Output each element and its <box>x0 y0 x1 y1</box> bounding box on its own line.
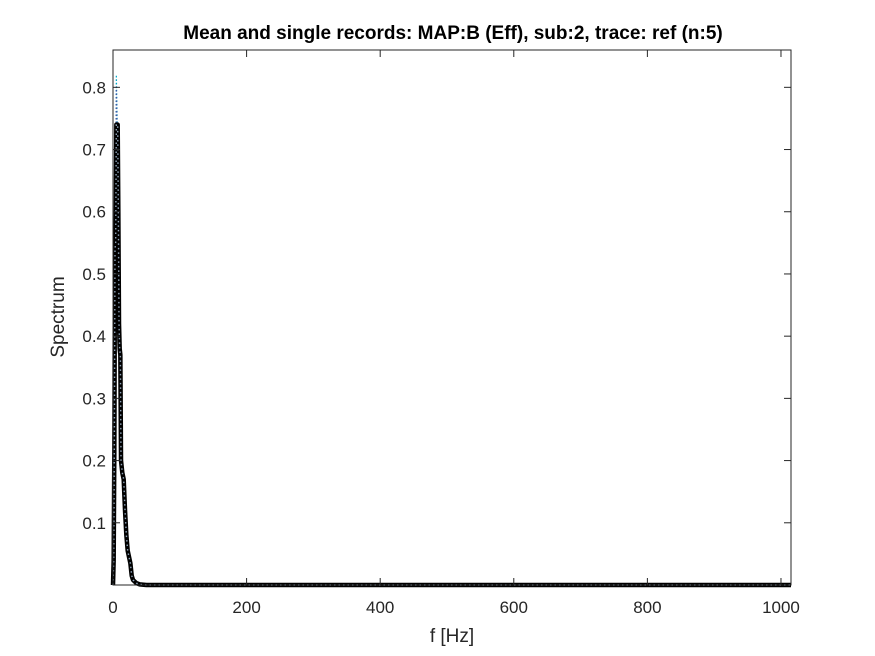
y-tick-label: 0.7 <box>82 141 106 160</box>
y-tick-label: 0.8 <box>82 78 106 97</box>
x-tick-label: 200 <box>232 598 260 617</box>
y-tick-label: 0.3 <box>82 389 106 408</box>
chart-title: Mean and single records: MAP:B (Eff), su… <box>183 23 722 44</box>
y-tick-label: 0.2 <box>82 452 106 471</box>
y-tick-label: 0.6 <box>82 203 106 222</box>
x-tick-label: 1000 <box>762 598 800 617</box>
plot-area <box>113 50 791 585</box>
y-axis-label: Spectrum <box>48 276 69 357</box>
y-tick-label: 0.1 <box>82 514 106 533</box>
x-axis-label: f [Hz] <box>430 626 474 647</box>
x-tick-label: 800 <box>633 598 661 617</box>
y-tick-label: 0.4 <box>82 327 106 346</box>
ticks-layer: 0 200 400 600 800 1000 0.1 0.2 0.3 0.4 0.5 0.6 0.7 0.… <box>82 50 800 617</box>
series-layer <box>110 74 791 588</box>
y-tick-label: 0.5 <box>82 265 106 284</box>
x-tick-label: 0 <box>108 598 117 617</box>
x-tick-label: 400 <box>366 598 394 617</box>
axes-box <box>112 49 792 586</box>
x-tick-label: 600 <box>500 598 528 617</box>
mean-series-line <box>110 122 791 588</box>
